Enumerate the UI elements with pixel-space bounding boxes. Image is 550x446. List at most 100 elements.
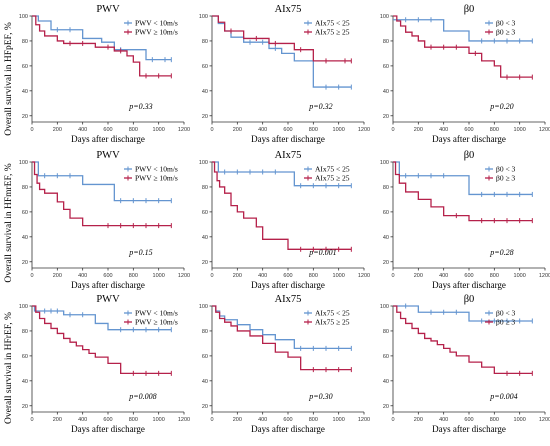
legend-entry: β0 < 3	[496, 19, 516, 28]
km-curve-series-1	[393, 19, 533, 42]
legend-entry: PWV ≥ 10m/s	[135, 28, 178, 37]
x-tick-label: 1200	[178, 273, 190, 279]
x-tick-label: 200	[414, 417, 423, 423]
y-tick-label: 60	[22, 210, 28, 216]
x-tick-label: 0	[210, 417, 213, 423]
legend-entry: AIx75 ≥ 25	[315, 318, 350, 327]
y-tick-label: 20	[383, 404, 389, 410]
y-tick-label: 80	[22, 39, 28, 45]
y-tick-label: 100	[199, 14, 208, 20]
x-tick-label: 400	[258, 273, 267, 279]
y-tick-label: 100	[380, 304, 389, 310]
x-tick-label: 600	[464, 127, 473, 133]
legend-entry: PWV < 10m/s	[135, 165, 178, 174]
chart-title: β0	[464, 150, 475, 161]
y-tick-label: 80	[22, 185, 28, 191]
y-tick-label: 40	[383, 235, 389, 241]
y-tick-label: 20	[383, 260, 389, 266]
km-curve-series-2	[393, 15, 533, 78]
y-tick-label: 40	[383, 379, 389, 385]
x-tick-label: 1000	[153, 417, 165, 423]
x-tick-label: 0	[30, 127, 33, 133]
y-tick-label: 80	[383, 185, 389, 191]
y-tick-label: 40	[22, 379, 28, 385]
y-tick-label: 100	[19, 14, 28, 20]
x-tick-label: 800	[129, 127, 138, 133]
x-axis-label: Days after discharge	[71, 424, 145, 434]
x-tick-label: 400	[78, 417, 87, 423]
x-tick-label: 800	[129, 273, 138, 279]
x-tick-label: 200	[233, 273, 242, 279]
x-tick-label: 1200	[178, 417, 190, 423]
x-tick-label: 800	[309, 417, 318, 423]
chart-title: PWV	[96, 4, 120, 15]
x-axis-label: Days after discharge	[251, 280, 325, 290]
x-axis-label: Days after discharge	[432, 134, 506, 144]
y-tick-label: 100	[19, 304, 28, 310]
legend-entry: AIx75 < 25	[315, 309, 350, 318]
x-tick-label: 600	[283, 127, 292, 133]
x-tick-label: 1200	[358, 417, 370, 423]
chart-title: AIx75	[275, 150, 302, 161]
y-tick-label: 60	[202, 354, 208, 360]
km-curve-series-2	[212, 305, 352, 371]
x-tick-label: 400	[439, 127, 448, 133]
x-axis-label: Days after discharge	[71, 134, 145, 144]
y-tick-label: 20	[202, 404, 208, 410]
x-tick-label: 400	[78, 273, 87, 279]
x-tick-label: 800	[129, 417, 138, 423]
x-tick-label: 600	[283, 273, 292, 279]
y-tick-label: 20	[22, 114, 28, 120]
x-tick-label: 800	[309, 273, 318, 279]
legend-entry: β0 < 3	[496, 165, 516, 174]
y-tick-label: 40	[22, 89, 28, 95]
y-tick-label: 60	[383, 354, 389, 360]
x-axis-label: Days after discharge	[251, 134, 325, 144]
chart-title: AIx75	[275, 4, 302, 15]
y-tick-label: 80	[202, 39, 208, 45]
y-tick-label: 20	[202, 114, 208, 120]
x-axis-label: Days after discharge	[432, 424, 506, 434]
y-tick-label: 100	[19, 160, 28, 166]
x-tick-label: 1000	[333, 417, 345, 423]
p-value-annotation: p=0.001	[308, 248, 336, 257]
x-tick-label: 800	[309, 127, 318, 133]
p-value-annotation: p=0.15	[128, 248, 152, 257]
y-tick-label: 20	[22, 404, 28, 410]
chart-title: PWV	[96, 150, 120, 161]
p-value-annotation: p=0.008	[128, 392, 156, 401]
x-axis-label: Days after discharge	[71, 280, 145, 290]
x-tick-label: 1200	[358, 273, 370, 279]
x-tick-label: 200	[53, 127, 62, 133]
y-tick-label: 60	[202, 210, 208, 216]
p-value-annotation: p=0.004	[489, 392, 517, 401]
km-curve-series-1	[212, 161, 352, 187]
legend-entry: AIx75 ≥ 25	[315, 28, 350, 37]
x-tick-label: 600	[103, 127, 112, 133]
x-tick-label: 1000	[333, 273, 345, 279]
p-value-annotation: p=0.28	[489, 248, 513, 257]
legend-entry: β0 ≥ 3	[496, 318, 515, 327]
x-tick-label: 0	[391, 273, 394, 279]
x-tick-label: 1000	[333, 127, 345, 133]
y-tick-label: 20	[202, 260, 208, 266]
x-tick-label: 600	[464, 417, 473, 423]
x-tick-label: 400	[258, 127, 267, 133]
x-tick-label: 1000	[153, 273, 165, 279]
km-curve-series-1	[393, 161, 533, 196]
y-tick-label: 40	[22, 235, 28, 241]
km-curve-series-1	[212, 15, 352, 88]
x-tick-label: 400	[439, 273, 448, 279]
y-tick-label: 60	[22, 64, 28, 70]
y-tick-label: 100	[380, 160, 389, 166]
y-tick-label: 80	[22, 329, 28, 335]
y-tick-label: 100	[380, 14, 389, 20]
km-curve-series-1	[32, 161, 172, 202]
